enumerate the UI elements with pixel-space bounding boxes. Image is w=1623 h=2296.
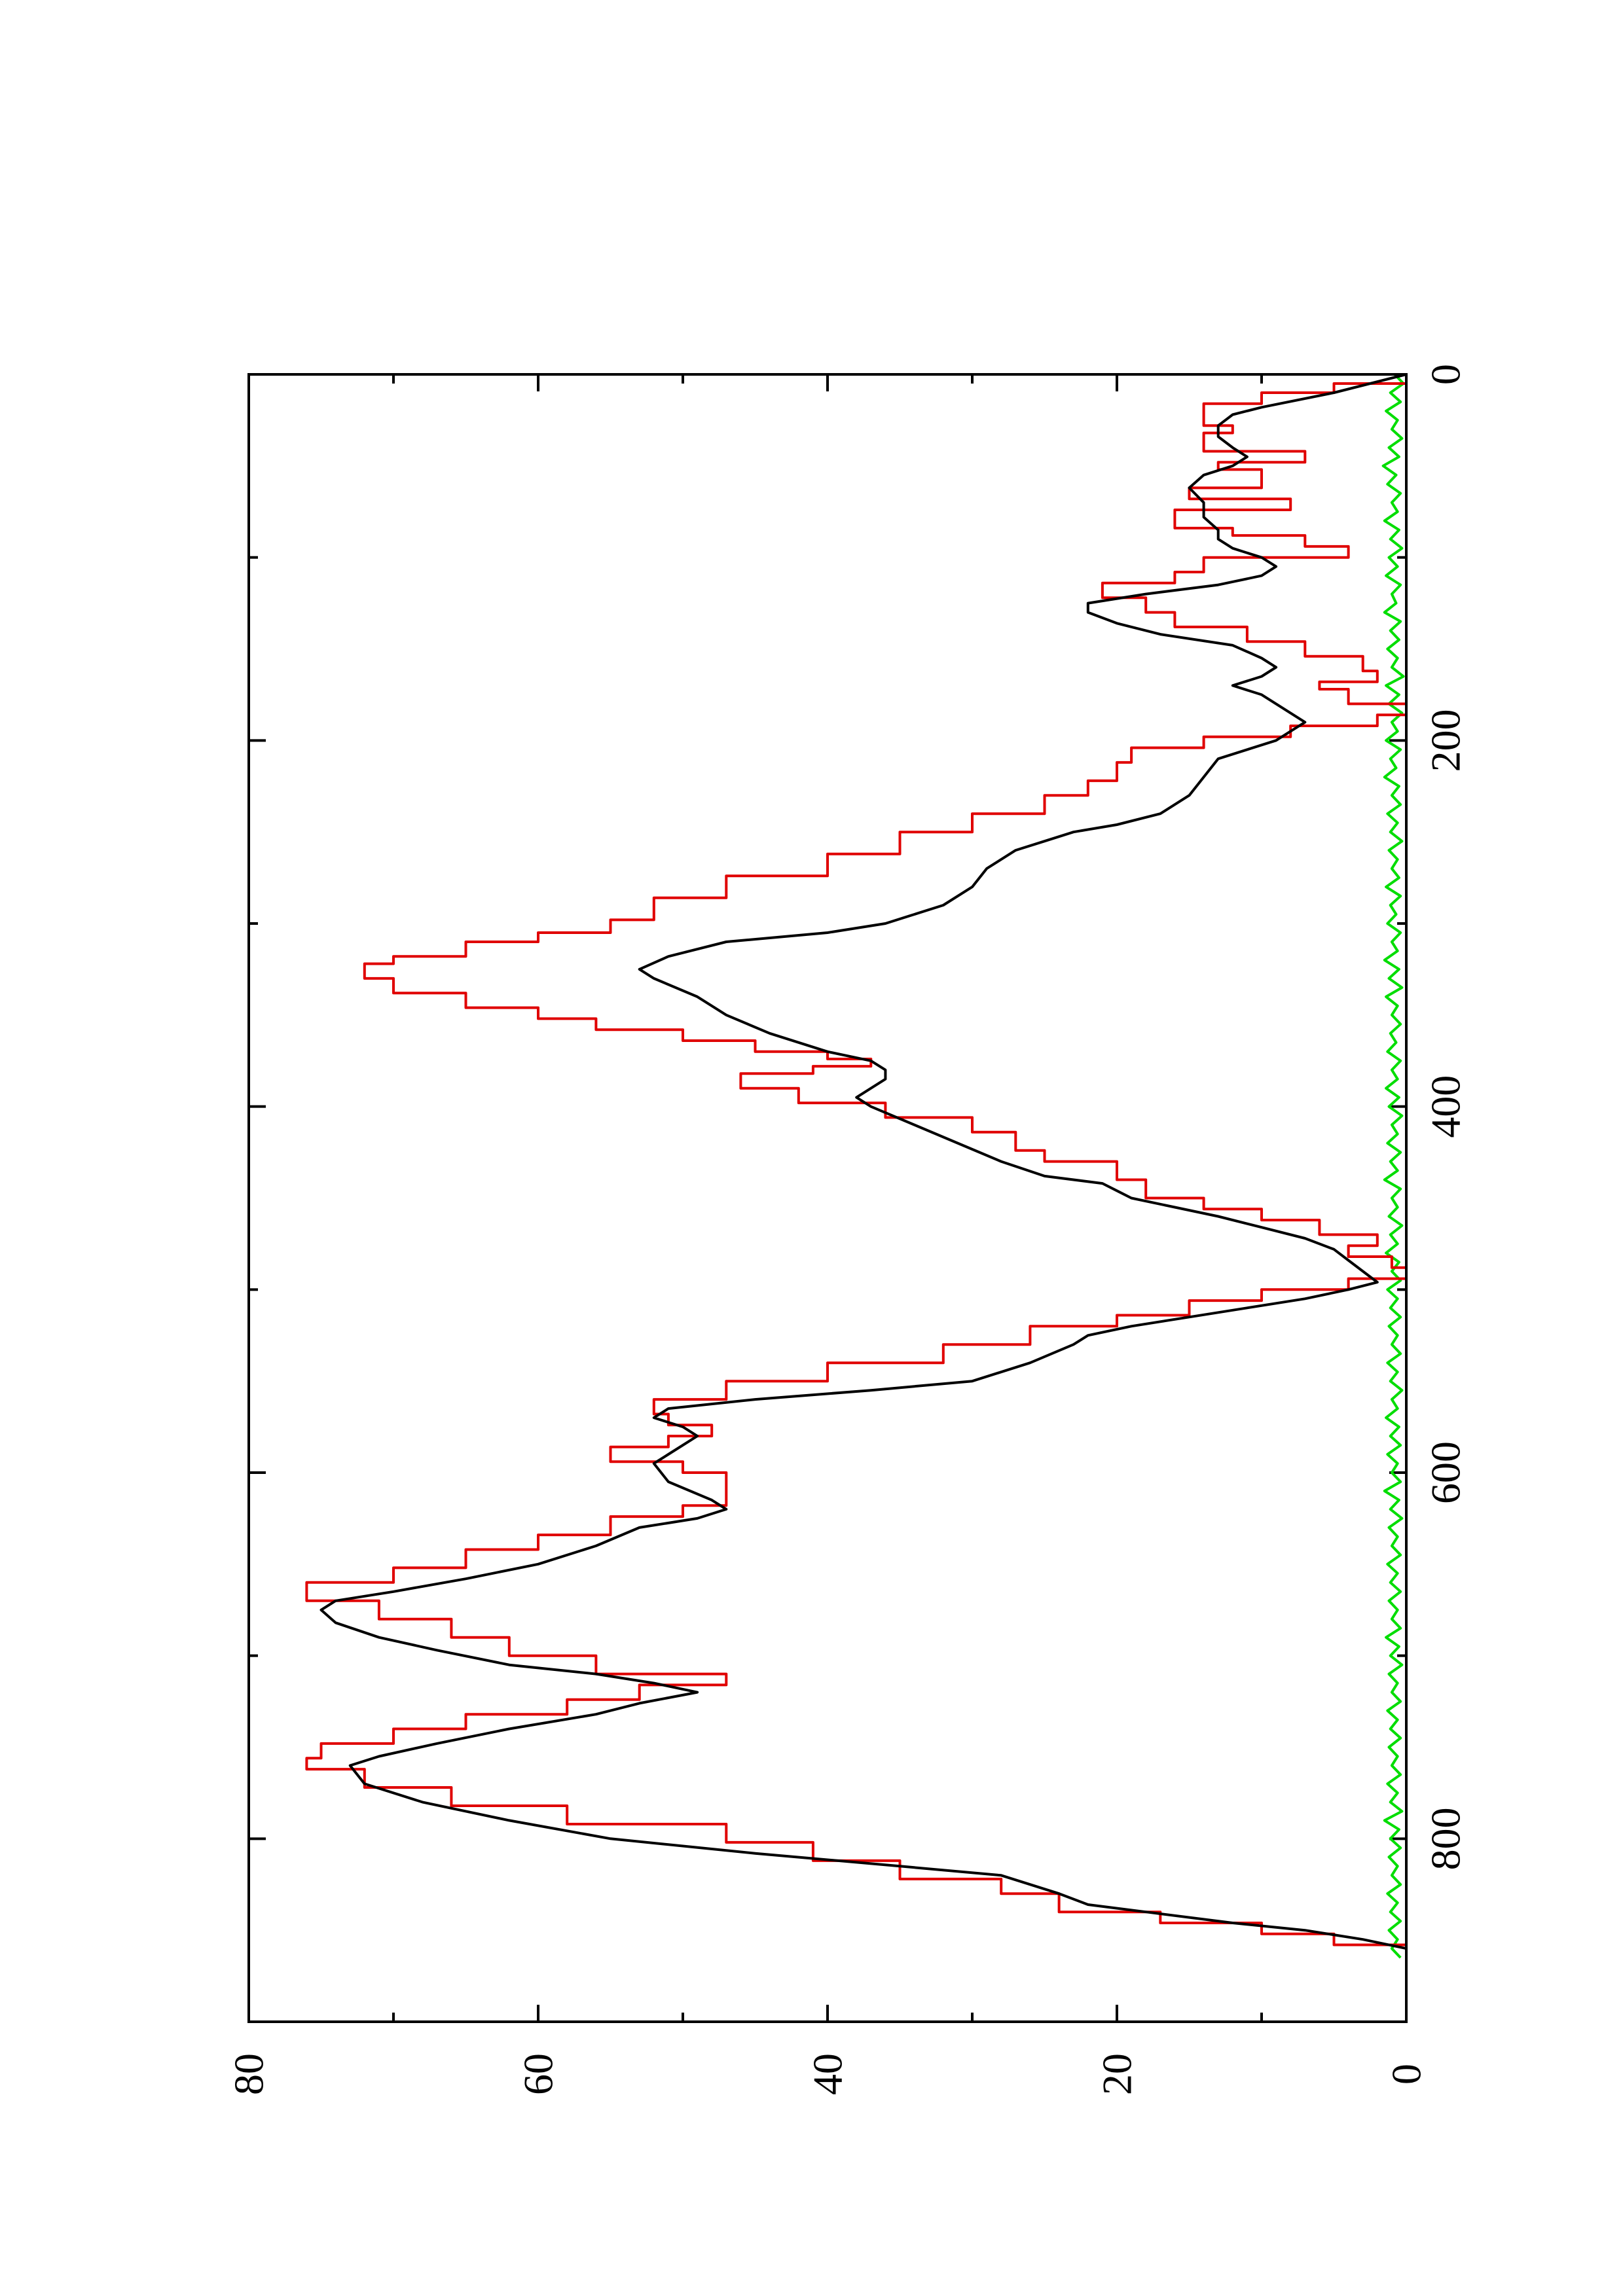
x-tick-label-1: 200 — [1423, 709, 1469, 772]
plot-frame — [247, 373, 1408, 2023]
y-tick-label-0: 0 — [1383, 2064, 1430, 2085]
x-tick-label-3: 600 — [1423, 1441, 1469, 1504]
x-tick-label-2: 400 — [1423, 1075, 1469, 1138]
y-tick-label-1: 20 — [1094, 2053, 1140, 2095]
series-layer — [305, 373, 1408, 1959]
y-tick-label-2: 40 — [805, 2053, 851, 2095]
series-line-0 — [319, 373, 1407, 1950]
y-tick-label-3: 60 — [515, 2053, 562, 2095]
labels-layer: 0 200 400 600 800 0 20 40 60 80 — [226, 364, 1469, 2095]
y-tick-label-4: 80 — [226, 2053, 272, 2095]
series-line-2 — [1381, 373, 1405, 1959]
x-tick-label-0: 0 — [1423, 364, 1469, 385]
ticks-layer — [247, 373, 1408, 2022]
x-tick-label-4: 800 — [1423, 1807, 1469, 1870]
series-line-1 — [305, 374, 1408, 1952]
